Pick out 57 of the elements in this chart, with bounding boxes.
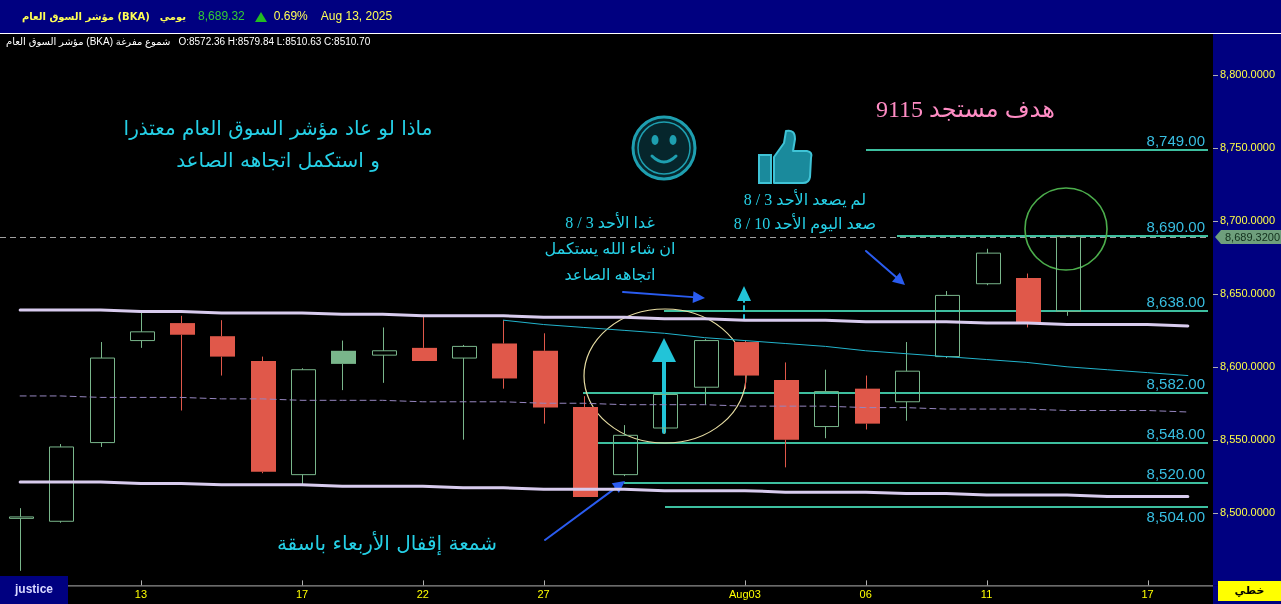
y-tick-label: 8,800.0000 (1220, 68, 1276, 81)
annotation: ماذا لو عاد مؤشر السوق العام معتذرا و استكمل اتجاهه الصاعد (123, 115, 433, 174)
text: خطي (1218, 581, 1281, 601)
annotation: هدف مستجد 9115 (876, 96, 1055, 124)
ref-line-label: 8,749.00 (1146, 132, 1205, 149)
annotation: شمعة إقفال الأربعاء باسقة (276, 531, 498, 555)
text: 0.69% (273, 8, 308, 24)
y-tick-label: 8,550.0000 (1220, 432, 1276, 445)
ref-line-label: 8,638.00 (1146, 293, 1205, 310)
annotation: justice (0, 576, 68, 604)
annotation: لم يصعد الأحد 3 / 8 صعد اليوم الأحد 10 / 8 (733, 188, 877, 235)
y-tick-label: 8,500.0000 (1220, 505, 1276, 518)
chart-title: مؤشر السوق العام (BKA) (22, 10, 150, 23)
x-tick-label: 17 (295, 588, 309, 601)
x-tick-label: 06 (859, 588, 872, 601)
candlestick (90, 341, 115, 448)
x-tick-label: 27 (537, 588, 550, 601)
candlestick (452, 345, 477, 441)
candlestick (533, 332, 558, 425)
y-tick-label: 8,750.0000 (1220, 141, 1276, 154)
candlestick (412, 315, 437, 361)
annotation: O:8572.36 H:8579.84 L:8510.63 C:8510.70 (178, 36, 371, 48)
candlestick (814, 369, 839, 439)
text: يومي (159, 10, 187, 23)
candlestick (9, 507, 34, 572)
x-tick-label: 17 (1141, 588, 1154, 601)
line-series (19, 395, 1189, 413)
ref-line-label: 8,582.00 (1146, 375, 1205, 392)
candlestick (1056, 236, 1081, 317)
candlestick (895, 341, 920, 422)
ref-line-label: 8,689.3200 (1225, 230, 1281, 243)
candlestick (694, 340, 719, 406)
text: 8,689.32 (198, 8, 245, 24)
y-tick-label: 8,700.0000 (1220, 214, 1276, 227)
candlestick (130, 312, 155, 349)
annotation: مؤشر السوق العام (BKA) شموع مفرغة (6, 36, 171, 48)
ref-line-label: 8,690.00 (1146, 218, 1205, 235)
x-tick-label: 22 (416, 588, 429, 601)
x-tick-label: 11 (980, 588, 993, 601)
y-tick-label: 8,600.0000 (1220, 359, 1276, 372)
ref-line-label: 8,520.00 (1146, 465, 1205, 482)
x-tick-label: Aug03 (729, 588, 761, 601)
candlestick (210, 319, 235, 377)
ref-line-label: 8,504.00 (1146, 507, 1205, 525)
annotation: غدا الأحد 3 / 8 ان شاء الله يستكمل اتجاهه الصاعد (544, 211, 676, 285)
candlestick (372, 326, 397, 384)
ref-line-label: 8,548.00 (1146, 425, 1205, 442)
candlestick (774, 361, 799, 468)
x-tick-label: 13 (134, 588, 148, 601)
candlestick (573, 395, 598, 497)
text: Aug 13, 2025 (320, 8, 393, 24)
candlestick (331, 340, 356, 391)
candlestick (855, 375, 880, 430)
candlestick (170, 315, 195, 412)
y-tick-label: 8,650.0000 (1220, 286, 1276, 299)
candlestick (613, 424, 638, 476)
candlestick (492, 319, 517, 390)
